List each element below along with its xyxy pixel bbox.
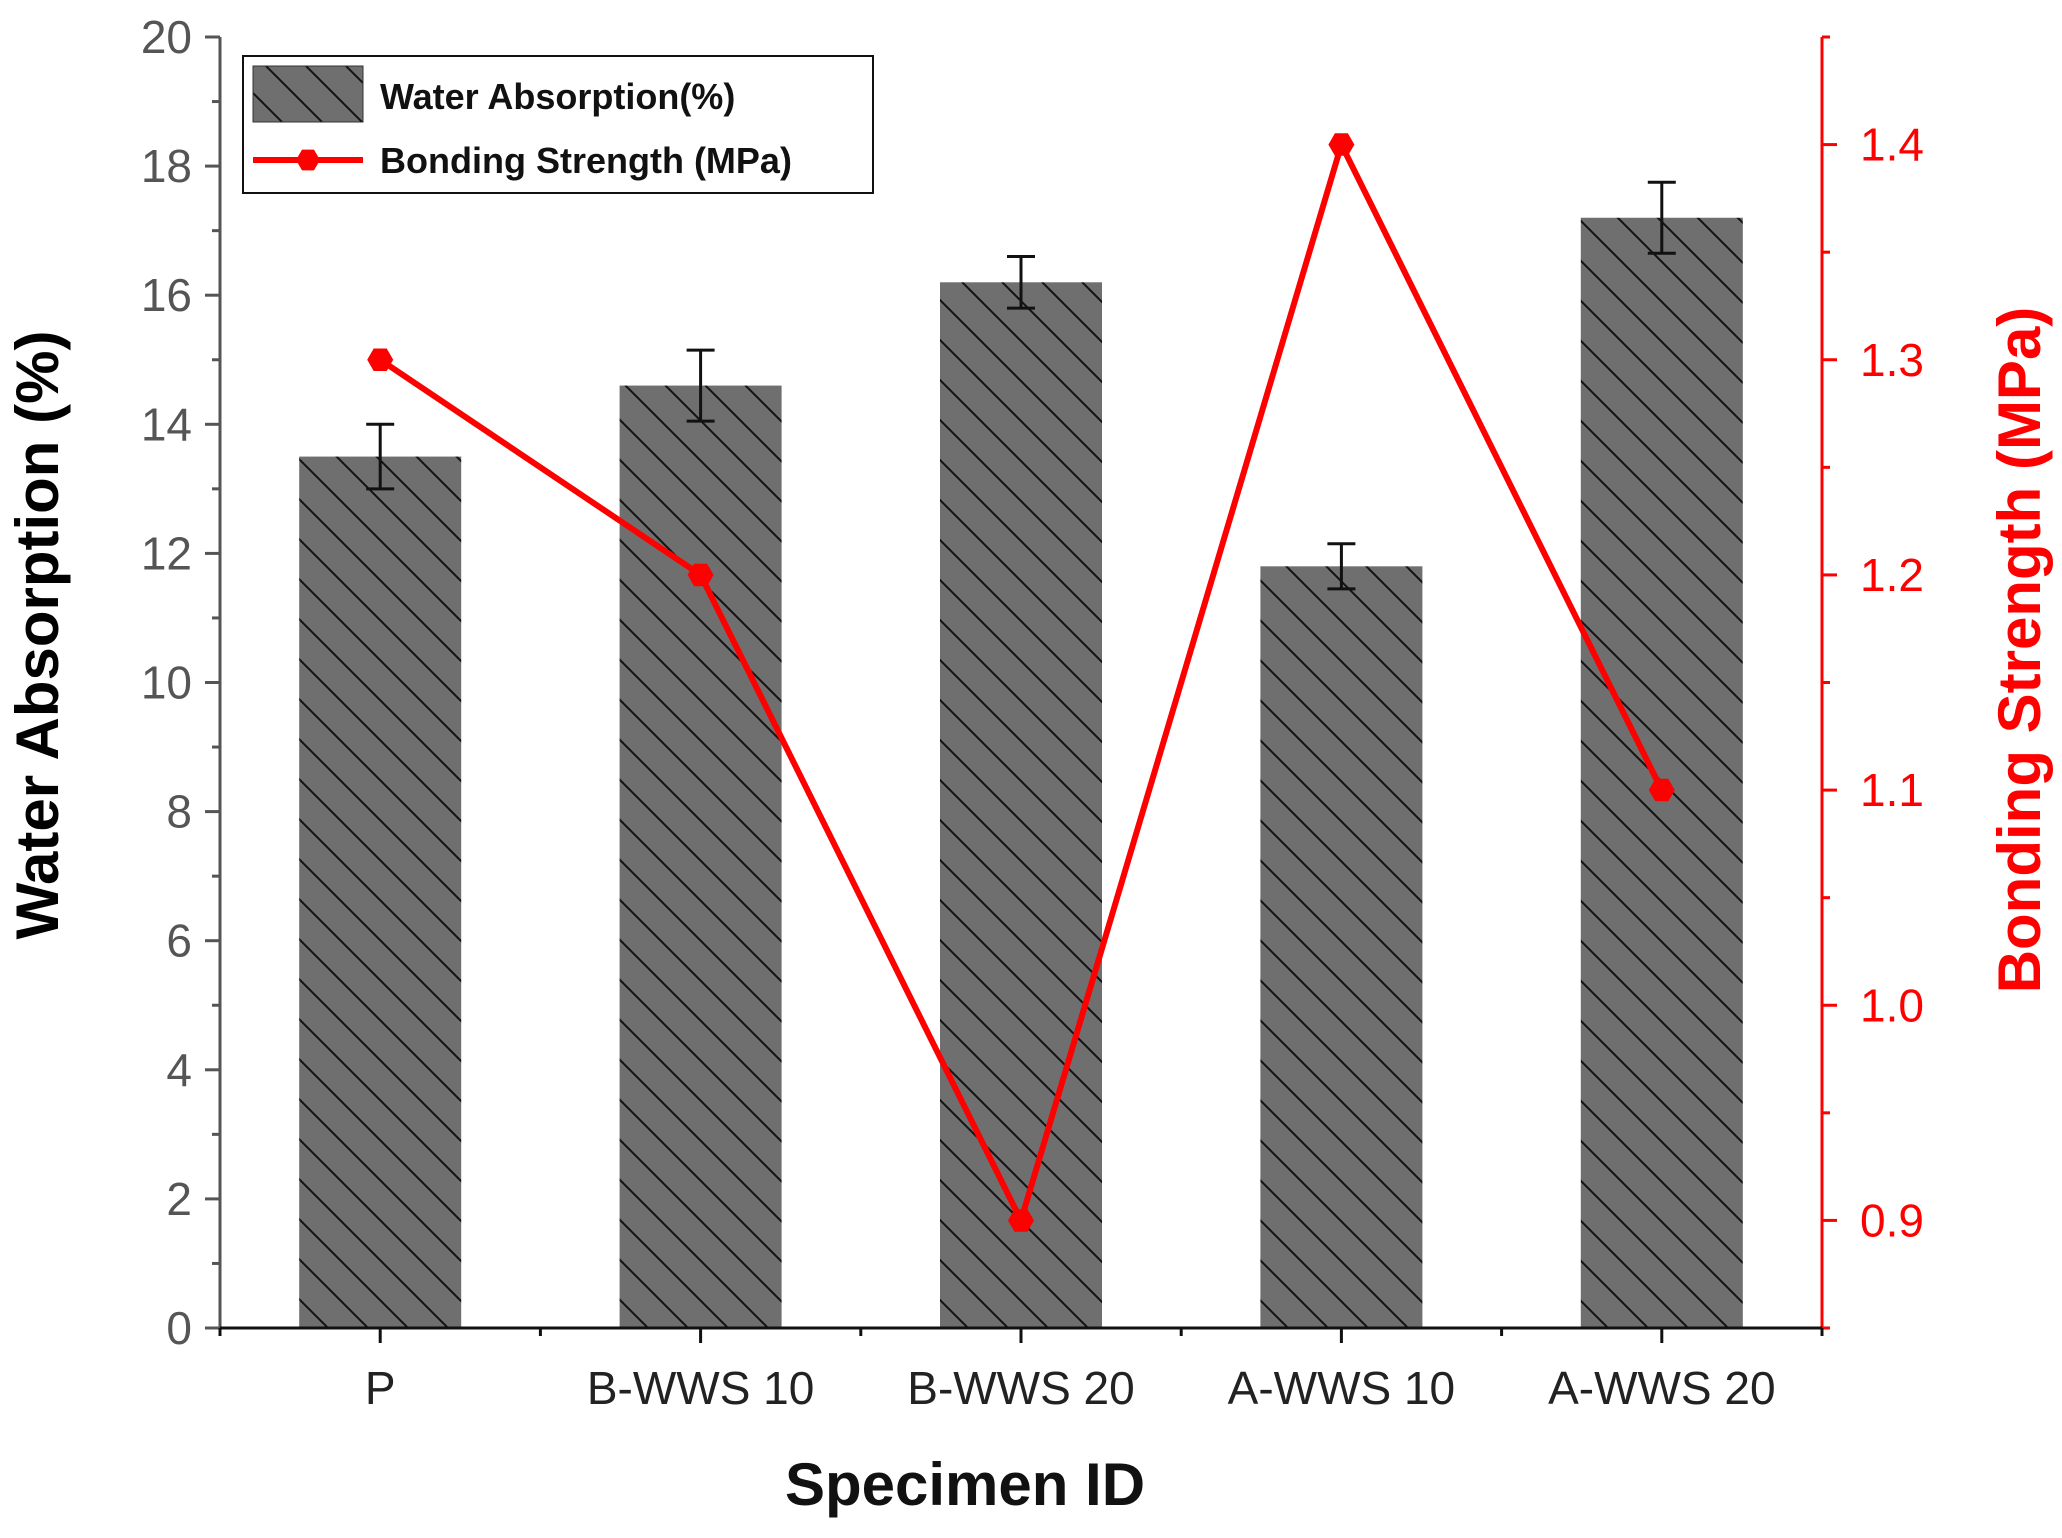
y-tick-label-1: 2 — [166, 1173, 192, 1225]
x-tick-label-1: B-WWS 10 — [587, 1362, 814, 1414]
line-point-1 — [687, 563, 714, 587]
y-tick-label-4: 8 — [166, 786, 192, 838]
y-tick-label-6: 12 — [141, 527, 192, 579]
y-tick-label-7: 14 — [141, 398, 192, 450]
bar-3 — [1260, 566, 1423, 1328]
line-point-4 — [1648, 778, 1675, 802]
legend-label-bond: Bonding Strength (MPa) — [380, 140, 792, 181]
y-tick-label-8: 16 — [141, 269, 192, 321]
error-bar-0 — [366, 422, 395, 491]
bar-0 — [299, 456, 462, 1328]
error-bar-2 — [1007, 254, 1035, 310]
bar-2 — [940, 282, 1102, 1328]
line-layer — [367, 133, 1675, 1232]
y2-tick-label-2: 1.1 — [1860, 764, 1924, 816]
line-point-0 — [367, 348, 394, 371]
y2-tick-label-4: 1.3 — [1860, 334, 1924, 386]
line-point-3 — [1328, 133, 1355, 156]
legend-label-water: Water Absorption(%) — [380, 76, 735, 117]
y2-tick-label-1: 1.0 — [1860, 979, 1924, 1031]
x-tick-label-0: P — [365, 1362, 396, 1414]
x-tick-label-4: A-WWS 20 — [1548, 1362, 1775, 1414]
legend-bar-swatch — [252, 65, 364, 123]
bar-1 — [619, 385, 782, 1328]
y2-tick-label-5: 1.4 — [1860, 119, 1924, 171]
x-axis-title: Specimen ID — [785, 1451, 1145, 1518]
y-tick-label-0: 0 — [166, 1302, 192, 1354]
bar-4 — [1580, 217, 1743, 1329]
legend: Water Absorption(%) Bonding Strength (MP… — [242, 55, 874, 194]
x-tick-label-3: A-WWS 10 — [1228, 1362, 1455, 1414]
error-bar-3 — [1327, 542, 1356, 591]
y-tick-label-10: 20 — [141, 11, 192, 63]
y2-axis-title: Bonding Strength (MPa) — [1986, 307, 2053, 994]
y-tick-label-9: 18 — [141, 140, 192, 192]
legend-line-marker — [296, 149, 320, 171]
line-point-2 — [1008, 1209, 1034, 1232]
error-bars-layer — [366, 180, 1676, 591]
ticks-layer: 0 2 4 6 8 10 12 14 16 18 20 0.9 1.0 1.1 1.2 1.3 1.4 P B-WW… — [141, 11, 1924, 1414]
y-tick-label-2: 4 — [166, 1044, 192, 1096]
error-bar-4 — [1647, 180, 1676, 255]
y-tick-label-5: 10 — [141, 657, 192, 709]
bars-layer — [299, 217, 1743, 1329]
y2-tick-label-0: 0.9 — [1860, 1194, 1924, 1246]
y2-tick-label-3: 1.2 — [1860, 549, 1924, 601]
y-axis-title: Water Absorption (%) — [4, 331, 71, 940]
x-tick-label-2: B-WWS 20 — [907, 1362, 1134, 1414]
error-bar-1 — [686, 348, 715, 423]
y-tick-label-3: 6 — [166, 915, 192, 967]
